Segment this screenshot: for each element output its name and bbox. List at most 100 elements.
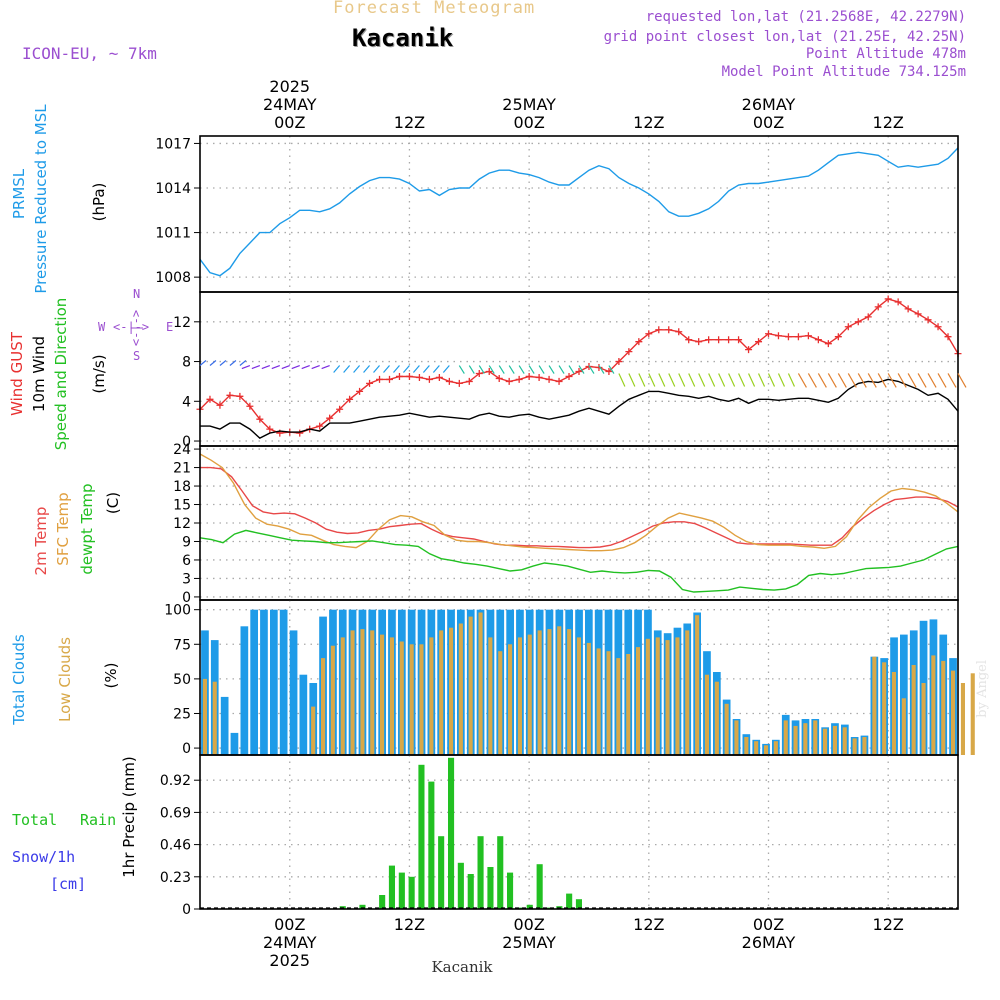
clouds-low_clouds-bar xyxy=(704,674,709,755)
wind-direction-arrow xyxy=(588,365,595,374)
compass-arrow-horizontal: <-|-> xyxy=(113,320,149,334)
precip-rain-bar xyxy=(457,862,464,909)
clouds-low_clouds-bar xyxy=(498,651,503,755)
total-clouds-label: Total Clouds xyxy=(10,634,28,726)
wind-direction-arrow xyxy=(738,373,746,387)
gust-marker xyxy=(555,377,563,385)
top-time-label: 26MAY xyxy=(742,95,796,114)
wind-direction-arrow xyxy=(708,373,716,387)
wind-direction-arrow xyxy=(538,365,545,374)
clouds-low_clouds-bar xyxy=(389,637,394,755)
gust-marker xyxy=(695,338,703,346)
clouds-low_clouds-bar xyxy=(557,626,562,755)
precip-rain-bar xyxy=(566,893,573,909)
wind-direction-arrow xyxy=(219,360,227,366)
bottom-time-label: 00Z xyxy=(274,915,305,934)
pressure-ytick-label: 1011 xyxy=(155,226,191,242)
wind-direction-arrow xyxy=(767,373,776,387)
clouds-low_clouds-bar xyxy=(202,678,207,755)
clouds-low_clouds-bar xyxy=(527,634,532,755)
wind-direction-arrow xyxy=(229,360,237,366)
wind-direction-arrow xyxy=(508,365,515,374)
clouds-low_clouds-bar xyxy=(321,658,326,755)
gust-marker xyxy=(745,346,753,354)
wind-unit: (m/s) xyxy=(90,354,108,393)
wind-speed-direction-label: Speed and Direction xyxy=(52,298,70,451)
gust-marker xyxy=(934,323,942,331)
precip-rain-bar xyxy=(428,781,435,909)
precip-rain-bar xyxy=(448,757,455,909)
wind-direction-arrow xyxy=(947,373,957,388)
precip-rain-bar xyxy=(497,836,504,909)
wind-direction-arrow xyxy=(807,373,817,388)
clouds-low_clouds-bar xyxy=(547,629,552,755)
compass-south: S xyxy=(133,349,140,363)
wind-direction-arrow xyxy=(757,373,766,387)
compass-arrow-vertical: <-|-> xyxy=(129,310,143,346)
wind-direction-arrow xyxy=(432,365,440,373)
top-time-label: 12Z xyxy=(394,113,425,132)
gust-marker xyxy=(615,358,623,366)
wind-direction-arrow xyxy=(412,365,420,373)
gust-marker xyxy=(834,333,842,341)
gust-marker xyxy=(774,332,782,340)
clouds-low_clouds-bar xyxy=(852,738,857,755)
clouds-low_clouds-bar xyxy=(832,725,837,755)
precip-rain-bar xyxy=(379,895,386,909)
wind-direction-arrow xyxy=(373,365,380,373)
wind-direction-arrow xyxy=(628,373,636,387)
precip-ytick-label: 0.46 xyxy=(160,838,191,854)
top-time-label: 00Z xyxy=(753,113,784,132)
gust-marker xyxy=(386,375,393,383)
wind-direction-arrow xyxy=(688,373,696,387)
compass-west: W xyxy=(98,320,106,334)
wind-direction-arrow xyxy=(927,373,937,388)
clouds-low_clouds-bar xyxy=(586,642,591,755)
wind-direction-arrow xyxy=(698,373,706,387)
gust-marker xyxy=(525,372,533,380)
clouds-low_clouds-bar xyxy=(714,681,719,755)
clouds-total_clouds-bar xyxy=(220,696,229,755)
clouds-low_clouds-bar xyxy=(350,630,355,755)
wind-direction-arrow xyxy=(422,365,430,373)
gust-marker xyxy=(765,330,772,338)
gust-marker xyxy=(864,313,872,321)
clouds-total_clouds-bar xyxy=(250,609,258,755)
gust-marker xyxy=(495,374,503,382)
wind-direction-arrow xyxy=(468,365,475,374)
pressure-frame xyxy=(199,135,959,293)
clouds-low_clouds-bar xyxy=(636,647,641,755)
top-time-label: 00Z xyxy=(513,113,544,132)
clouds-low_clouds-bar xyxy=(330,645,335,755)
gust-marker xyxy=(425,375,433,383)
gust-marker xyxy=(246,402,254,410)
gust-marker xyxy=(735,336,743,344)
gust-marker xyxy=(565,372,573,380)
clouds-low_clouds-bar xyxy=(931,655,936,755)
gust-marker xyxy=(605,367,613,375)
gust-marker xyxy=(465,377,473,385)
clouds-low_clouds-bar xyxy=(616,658,621,755)
clouds-low_clouds-bar xyxy=(970,673,975,755)
temperature-temp2m-line xyxy=(200,466,959,549)
bottom-time-label: 25MAY xyxy=(502,933,556,952)
gust-marker xyxy=(844,323,852,331)
precip-rain-bar xyxy=(438,836,445,909)
clouds-low_clouds-bar xyxy=(488,637,493,755)
temperature-ytick-label: 9 xyxy=(182,534,191,550)
model-label: ICON-EU, ~ 7km xyxy=(22,44,157,63)
wind-direction-arrow xyxy=(363,365,371,373)
gust-marker xyxy=(326,414,334,422)
clouds-total_clouds-bar xyxy=(279,609,288,755)
wind-ytick-label: 0 xyxy=(182,434,191,450)
station-name: Kacanik xyxy=(352,24,454,52)
wind-direction-arrow xyxy=(321,364,330,370)
gust-marker xyxy=(715,336,723,344)
forecast-title: Forecast Meteogram xyxy=(333,0,536,18)
temperature-ytick-label: 0 xyxy=(182,590,191,606)
wind-direction-arrow xyxy=(748,373,756,387)
gust-marker xyxy=(515,375,523,383)
clouds-low_clouds-bar xyxy=(842,727,847,755)
precip-ytick-label: 0.23 xyxy=(160,870,191,886)
wind-direction-arrow xyxy=(638,373,646,387)
